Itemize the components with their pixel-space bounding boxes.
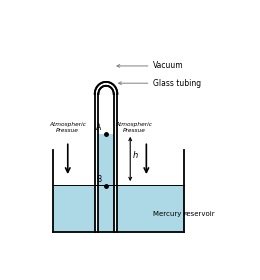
Text: Glass tubing: Glass tubing	[119, 79, 202, 88]
Polygon shape	[98, 86, 114, 94]
Bar	[98, 94, 114, 134]
Polygon shape	[95, 82, 117, 94]
Bar	[98, 134, 114, 232]
Text: A: A	[96, 123, 101, 132]
Bar	[114, 94, 117, 232]
Text: Vacuum: Vacuum	[117, 61, 184, 71]
Text: Mercury reservoir: Mercury reservoir	[153, 211, 215, 217]
Text: Atmospheric
Pressue: Atmospheric Pressue	[116, 122, 153, 133]
Text: h: h	[132, 151, 138, 160]
Text: Atmospheric
Pressue: Atmospheric Pressue	[49, 122, 86, 133]
Bar	[95, 94, 98, 232]
Bar	[53, 185, 184, 232]
Text: B: B	[96, 175, 101, 184]
